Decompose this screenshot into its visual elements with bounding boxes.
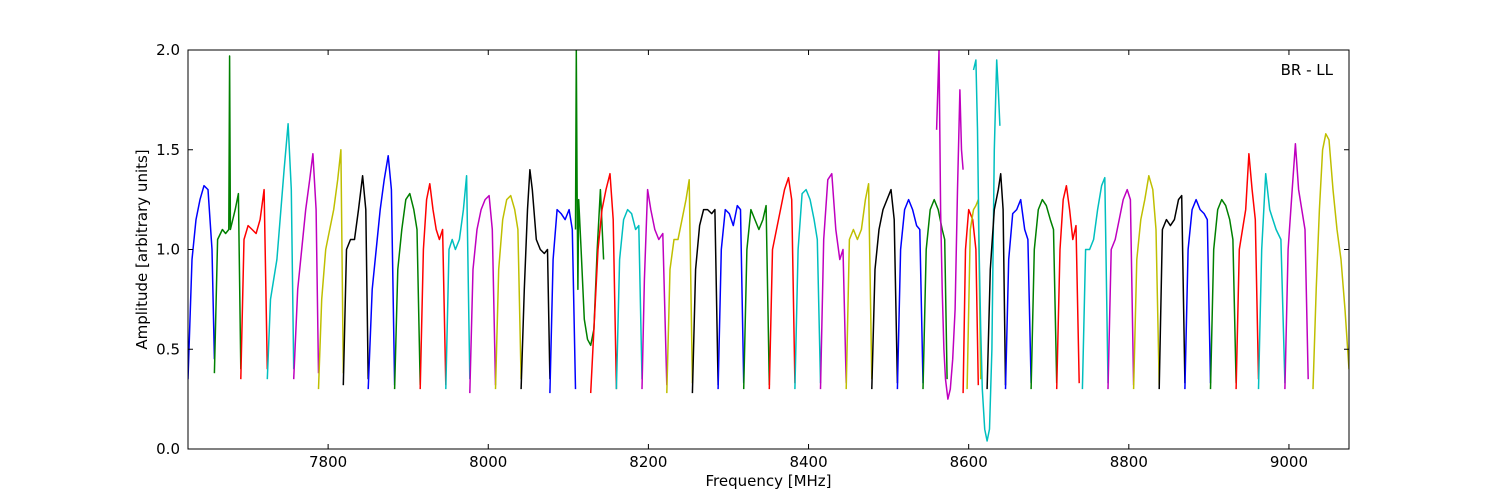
series-line xyxy=(574,50,605,347)
x-tick-label: 8600 xyxy=(950,453,988,471)
series-line xyxy=(1081,176,1109,390)
series-line xyxy=(1312,133,1349,390)
subplot-annotation: BR - LL xyxy=(1281,61,1334,79)
plot-frame xyxy=(187,49,1350,450)
x-axis-ticks: 7800 8000 8200 8400 8600 8800 9000 xyxy=(309,50,1308,471)
series-line xyxy=(367,154,396,390)
series-line xyxy=(962,208,980,394)
series-line xyxy=(972,59,1001,442)
y-tick-label: 0.5 xyxy=(156,340,180,358)
series-lines xyxy=(188,50,1349,442)
series-line xyxy=(1184,198,1212,390)
series-line xyxy=(1257,172,1286,390)
x-tick-label: 8800 xyxy=(1110,453,1148,471)
series-line xyxy=(292,152,320,380)
y-tick-label: 0.0 xyxy=(156,440,180,458)
y-tick-label: 1.0 xyxy=(156,241,180,259)
series-line xyxy=(240,188,269,380)
series-line xyxy=(1004,198,1032,390)
series-line xyxy=(1158,194,1186,390)
series-line xyxy=(768,176,796,390)
series-line xyxy=(342,174,369,386)
series-line xyxy=(922,198,948,390)
series-line xyxy=(935,50,964,400)
series-line xyxy=(742,204,771,390)
series-line xyxy=(469,194,497,394)
series-line xyxy=(717,204,745,390)
x-tick-label: 8400 xyxy=(789,453,827,471)
series-line xyxy=(615,208,643,390)
series-line xyxy=(1132,174,1160,390)
x-tick-label: 7800 xyxy=(309,453,347,471)
series-line xyxy=(691,208,719,394)
series-line xyxy=(845,182,873,390)
series-line xyxy=(266,123,295,380)
y-tick-label: 2.0 xyxy=(156,41,180,59)
series-line xyxy=(549,208,577,394)
y-tick-label: 1.5 xyxy=(156,141,180,159)
series-line xyxy=(494,194,522,390)
series-line xyxy=(188,184,216,380)
y-axis-ticks: 0.0 0.5 1.0 1.5 2.0 xyxy=(156,41,1349,458)
series-line xyxy=(986,172,1007,390)
series-line xyxy=(641,188,668,390)
series-line xyxy=(393,192,421,390)
series-line xyxy=(794,188,822,390)
series-line xyxy=(419,182,447,390)
y-axis-label: Amplitude [arbitrary units] xyxy=(133,149,151,349)
series-line xyxy=(1107,188,1135,390)
series-line xyxy=(520,168,551,390)
x-tick-label: 8000 xyxy=(469,453,507,471)
series-line xyxy=(213,55,242,374)
series-line xyxy=(1209,198,1237,390)
x-tick-label: 9000 xyxy=(1270,453,1308,471)
series-line xyxy=(1030,198,1058,390)
series-line xyxy=(589,172,618,394)
series-line xyxy=(317,149,345,390)
series-line xyxy=(445,174,471,390)
series-line xyxy=(896,198,924,390)
series-line xyxy=(819,172,847,390)
series-line xyxy=(1284,143,1309,390)
series-line xyxy=(871,188,899,390)
x-tick-label: 8200 xyxy=(629,453,667,471)
x-axis-label: Frequency [MHz] xyxy=(705,472,831,490)
series-line xyxy=(1235,152,1260,390)
series-line xyxy=(1055,184,1080,390)
series-line xyxy=(666,178,694,394)
